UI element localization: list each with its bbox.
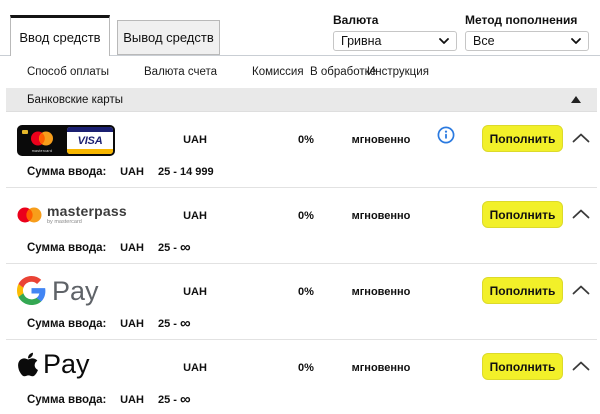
row-currency: UAH (183, 362, 207, 374)
header-payment-method: Способ оплаты (27, 66, 109, 78)
sum-currency: UAH (120, 394, 144, 406)
mastercard-wordmark: mastercard (31, 149, 53, 153)
payment-row-mastercard-visa: mastercard VISA UAH 0% мгновенно Пополни… (6, 112, 597, 188)
payment-row-google-pay: Pay UAH 0% мгновенно Пополнить Сумма вво… (6, 264, 597, 340)
deposit-button[interactable]: Пополнить (482, 125, 563, 152)
row-commission: 0% (298, 362, 314, 374)
method-filter-label: Метод пополнения (465, 13, 578, 27)
deposit-button[interactable]: Пополнить (482, 277, 563, 304)
header-account-currency: Валюта счета (144, 66, 218, 78)
sum-range: 25 - ∞ (158, 391, 191, 408)
sum-range: 25 - ∞ (158, 315, 191, 332)
google-g-icon (17, 276, 46, 305)
google-pay-logo: Pay (17, 276, 99, 305)
tab-withdraw-label: Вывод средств (123, 30, 214, 45)
masterpass-logo: masterpass by mastercard (17, 204, 127, 225)
mastercard-visa-logo: mastercard VISA (17, 125, 115, 156)
sum-currency: UAH (120, 318, 144, 330)
apple-pay-logo: Pay (17, 349, 90, 379)
header-commission: Комиссия (252, 66, 304, 78)
payment-row-apple-pay: Pay UAH 0% мгновенно Пополнить Сумма вво… (6, 340, 597, 414)
sum-currency: UAH (120, 166, 144, 178)
tabs-divider (0, 55, 600, 56)
currency-filter-label: Валюта (333, 13, 379, 27)
row-commission: 0% (298, 210, 314, 222)
payment-rows: mastercard VISA UAH 0% мгновенно Пополни… (6, 112, 597, 414)
row-currency: UAH (183, 134, 207, 146)
card-chip-icon (22, 130, 28, 134)
infinity-symbol: ∞ (180, 391, 191, 408)
mastercard-circles-icon (31, 131, 53, 146)
deposit-button[interactable]: Пополнить (482, 353, 563, 380)
visa-card-icon: VISA (67, 127, 113, 154)
currency-filter: Валюта Гривна (333, 13, 457, 51)
section-title: Банковские карты (27, 93, 123, 106)
visa-gold-stripe (67, 149, 113, 154)
row-processing: мгновенно (351, 286, 411, 298)
chevron-up-icon[interactable] (571, 283, 591, 295)
sum-label: Сумма ввода: (27, 318, 107, 330)
mastercard-card-icon: mastercard (19, 127, 65, 154)
sum-label: Сумма ввода: (27, 394, 107, 406)
method-filter: Метод пополнения Все (465, 13, 589, 51)
currency-select[interactable]: Гривна (333, 31, 457, 51)
collapse-triangle-icon (571, 96, 581, 103)
row-commission: 0% (298, 286, 314, 298)
masterpass-subtext: by mastercard (47, 219, 82, 225)
method-select[interactable]: Все (465, 31, 589, 51)
payment-row-masterpass: masterpass by mastercard UAH 0% мгновенн… (6, 188, 597, 264)
masterpass-wordmark-block: masterpass by mastercard (47, 204, 127, 225)
infinity-symbol: ∞ (180, 315, 191, 332)
sum-range: 25 - 14 999 (158, 166, 214, 178)
chevron-down-icon (571, 38, 581, 44)
row-processing: мгновенно (351, 210, 411, 222)
method-select-value: Все (473, 34, 495, 48)
chevron-up-icon[interactable] (571, 359, 591, 371)
tab-deposit-label: Ввод средств (19, 29, 101, 45)
masterpass-wordmark: masterpass (47, 203, 127, 219)
row-processing: мгновенно (351, 134, 411, 146)
chevron-down-icon (439, 38, 449, 44)
chevron-up-icon[interactable] (571, 131, 591, 143)
sum-currency: UAH (120, 242, 144, 254)
chevron-up-icon[interactable] (571, 207, 591, 219)
applepay-wordmark: Pay (43, 349, 90, 379)
infinity-symbol: ∞ (180, 239, 191, 256)
header-instruction: Инструкция (367, 66, 429, 78)
sum-label: Сумма ввода: (27, 166, 107, 178)
tab-deposit[interactable]: Ввод средств (10, 15, 110, 56)
info-icon[interactable] (437, 126, 455, 144)
row-processing: мгновенно (351, 362, 411, 374)
gpay-wordmark: Pay (52, 275, 99, 306)
visa-top-stripe (67, 127, 113, 132)
visa-wordmark: VISA (77, 134, 103, 147)
row-currency: UAH (183, 286, 207, 298)
currency-select-value: Гривна (341, 34, 382, 48)
section-bank-cards[interactable]: Банковские карты (6, 88, 597, 112)
sum-range: 25 - ∞ (158, 239, 191, 256)
sum-label: Сумма ввода: (27, 242, 107, 254)
apple-icon (18, 352, 38, 376)
deposit-button[interactable]: Пополнить (482, 201, 563, 228)
row-currency: UAH (183, 210, 207, 222)
row-commission: 0% (298, 134, 314, 146)
masterpass-circles-icon (17, 207, 42, 222)
header-processing: В обработке (310, 66, 377, 78)
tab-withdraw[interactable]: Вывод средств (117, 20, 220, 55)
